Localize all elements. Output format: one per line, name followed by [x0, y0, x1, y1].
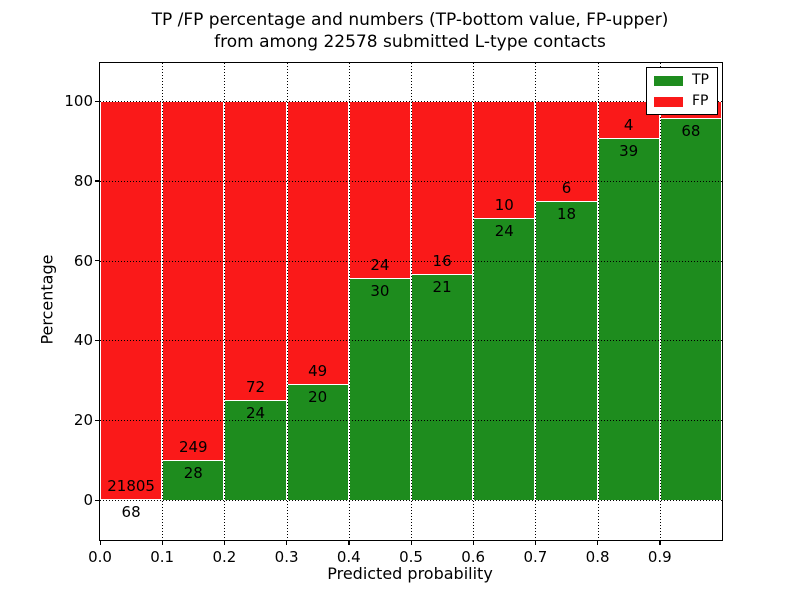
fp-count-label: 72 [245, 378, 266, 397]
legend-entry-fp: FP [654, 94, 709, 109]
x-axis-tick [348, 540, 350, 545]
tp-count-label: 24 [245, 404, 266, 423]
chart-title: TP /FP percentage and numbers (TP-bottom… [99, 9, 721, 53]
x-axis-tick [410, 540, 412, 545]
y-axis-title: Percentage [37, 254, 57, 345]
x-tick-label: 0.2 [212, 548, 237, 566]
gridline-x [473, 63, 475, 540]
gridline-x [348, 63, 350, 540]
tp-count-label: 68 [681, 121, 701, 140]
x-axis-tick [472, 540, 475, 545]
tp-count-label: 68 [121, 502, 141, 521]
x-axis-tick [286, 540, 288, 545]
bar-tp-segment [473, 218, 536, 500]
tp-count-label: 30 [370, 282, 390, 301]
y-axis-tick [94, 100, 100, 102]
chart-title-line1: TP /FP percentage and numbers (TP-bottom… [151, 10, 669, 30]
y-tick-label: 0 [83, 491, 93, 509]
legend: TP FP [646, 67, 718, 115]
x-axis-tick [99, 540, 101, 545]
bar-tp-segment [224, 400, 287, 500]
fp-count-label: 24 [370, 256, 390, 275]
legend-label: TP [692, 72, 709, 88]
bar-tp-segment [597, 138, 660, 500]
tp-swatch-icon [654, 75, 683, 86]
y-axis-tick [94, 260, 100, 262]
x-tick-label: 0.6 [461, 548, 486, 566]
x-axis-tick [659, 540, 661, 545]
chart-title-line2: from among 22578 submitted L-type contac… [214, 32, 606, 52]
y-tick-label: 20 [73, 411, 93, 430]
x-tick-label: 0.1 [150, 548, 175, 566]
y-axis-tick [94, 499, 100, 501]
x-axis-tick [534, 540, 537, 545]
bar-fp-segment [411, 101, 474, 274]
legend-label: FP [692, 93, 709, 109]
plot-area: 0 20 40 60 80 100 0.0 0.1 0.2 0.3 0.4 0.5 0.6 0.7 0.8 0… [64, 62, 723, 566]
x-tick-label: 0.8 [585, 548, 610, 566]
x-axis-title: Predicted probability [327, 564, 493, 583]
y-axis-tick [94, 339, 100, 342]
y-axis-tick [94, 180, 100, 182]
x-tick-label: 0.0 [88, 548, 112, 566]
x-tick-label: 0.9 [647, 548, 672, 566]
fp-count-label: 10 [494, 196, 514, 215]
fp-count-label: 21805 [107, 476, 155, 495]
gridline-x [224, 63, 226, 540]
fp-count-label: 4 [623, 116, 634, 135]
bar-tp-segment [286, 384, 349, 500]
gridline-x [535, 63, 537, 540]
tp-count-label: 24 [494, 222, 514, 241]
bar-fp-segment [100, 101, 163, 499]
x-tick-label: 0.7 [523, 548, 548, 566]
gridline-x [597, 63, 599, 540]
y-axis-tick [94, 419, 100, 422]
fp-count-label: 6 [561, 178, 572, 197]
x-tick-label: 0.3 [274, 548, 299, 566]
bar-tp-segment [535, 200, 598, 500]
fp-count-label: 49 [308, 362, 328, 381]
fp-count-label: 249 [178, 437, 208, 456]
bar-fp-segment [162, 101, 225, 460]
x-axis-tick [597, 540, 599, 545]
bar-fp-segment [286, 101, 349, 385]
x-tick-label: 0.4 [336, 548, 361, 566]
bar-tp-segment [348, 278, 411, 500]
legend-entry-tp: TP [654, 73, 709, 88]
bar-fp-segment [224, 101, 287, 401]
y-tick-label: 100 [64, 92, 93, 110]
bar-tp-segment [100, 498, 163, 500]
tp-count-label: 21 [432, 277, 452, 296]
fp-swatch-icon [654, 96, 683, 107]
x-axis-tick [223, 540, 226, 545]
y-tick-label: 80 [73, 171, 93, 190]
tp-count-label: 20 [308, 388, 328, 407]
bar-fp-segment [348, 101, 411, 279]
y-tick-label: 40 [73, 331, 93, 350]
fp-count-label: 16 [432, 251, 452, 270]
x-tick-label: 0.5 [399, 548, 423, 566]
tp-count-label: 39 [619, 142, 639, 161]
gridline-x [659, 63, 661, 540]
tp-count-label: 18 [556, 204, 577, 223]
bar-tp-segment [411, 273, 474, 500]
bar-tp-segment [659, 117, 722, 500]
gridline-x [411, 63, 412, 540]
gridline-x [286, 63, 288, 540]
y-tick-label: 60 [73, 251, 93, 270]
tp-count-label: 28 [183, 463, 203, 482]
gridline-x [162, 63, 164, 540]
x-axis-tick [161, 540, 164, 545]
